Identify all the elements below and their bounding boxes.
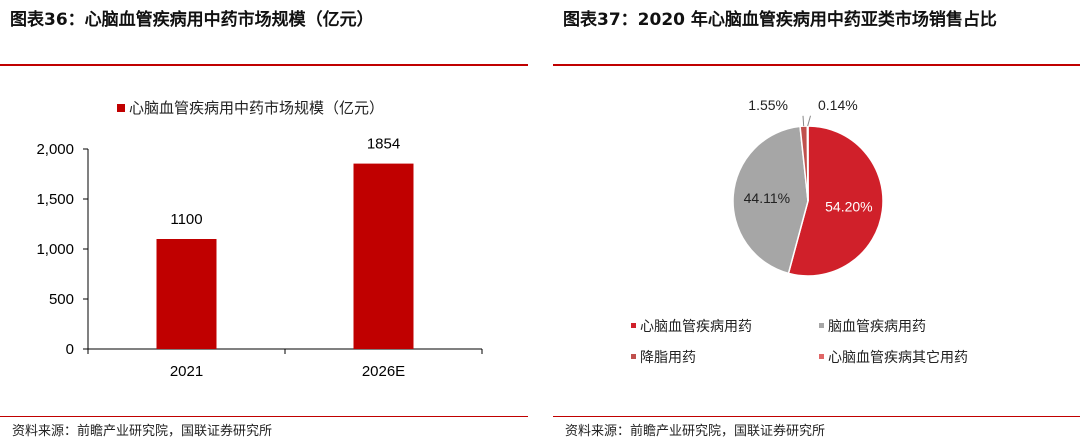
legend-swatch — [631, 354, 636, 359]
x-tick-label: 2026E — [362, 363, 405, 380]
legend-swatch — [819, 354, 824, 359]
y-tick-label: 2,000 — [36, 141, 74, 158]
pie-leader-line — [802, 115, 805, 127]
y-tick-label: 1,000 — [36, 241, 74, 258]
left-chart-title: 图表36：心脑血管疾病用中药市场规模（亿元） — [10, 10, 374, 30]
pie-slice — [732, 125, 809, 275]
right-source-rule — [553, 416, 1080, 417]
bar-data-label: 1854 — [367, 136, 400, 153]
legend-label: 降脂用药 — [640, 350, 696, 366]
left-panel: 图表36：心脑血管疾病用中药市场规模（亿元） 心脑血管疾病用中药市场规模（亿元）… — [0, 0, 528, 440]
y-tick-label: 1,500 — [36, 191, 74, 208]
y-tick-label: 500 — [49, 291, 74, 308]
pie-data-label: 1.55% — [748, 97, 788, 113]
right-panel: 图表37：2020 年心脑血管疾病用中药亚类市场销售占比 54.20% 44.11… — [553, 0, 1080, 440]
legend-label: 心脑血管疾病用药 — [640, 319, 752, 335]
pie-data-label: 44.11% — [744, 190, 790, 206]
right-source-note: 资料来源：前瞻产业研究院，国联证券研究所 — [565, 424, 826, 439]
pie-slice — [787, 125, 884, 277]
bar — [353, 163, 414, 349]
legend-label: 脑血管疾病用药 — [828, 319, 926, 335]
right-title-rule — [553, 64, 1080, 66]
right-chart-title: 图表37：2020 年心脑血管疾病用中药亚类市场销售占比 — [563, 10, 997, 30]
legend-label: 心脑血管疾病用中药市场规模（亿元） — [129, 99, 384, 117]
x-tick-label: 2021 — [170, 363, 203, 380]
left-source-rule — [0, 416, 528, 417]
pie-data-label: 54.20% — [825, 198, 872, 214]
left-title-rule — [0, 64, 528, 66]
legend-label: 心脑血管疾病其它用药 — [828, 349, 968, 366]
pie-chart: 54.20% 44.11% 1.55% 0.14% 心脑血管疾病用药 脑血管疾病用药降脂用… — [631, 97, 968, 366]
y-tick-label: 0 — [66, 341, 74, 358]
left-source-note: 资料来源：前瞻产业研究院，国联证券研究所 — [12, 424, 273, 439]
legend-swatch — [631, 323, 636, 328]
pie-slice — [806, 125, 809, 202]
pie-leader-line — [807, 115, 811, 127]
legend-swatch — [117, 104, 125, 112]
pie-data-label: 0.14% — [818, 97, 858, 113]
legend-swatch — [819, 323, 824, 328]
bar-data-label: 1100 — [170, 211, 202, 228]
bar-chart: 心脑血管疾病用中药市场规模（亿元） 0 500 1,000 1,500 2,000 1100… — [36, 99, 483, 380]
bar — [156, 239, 217, 349]
